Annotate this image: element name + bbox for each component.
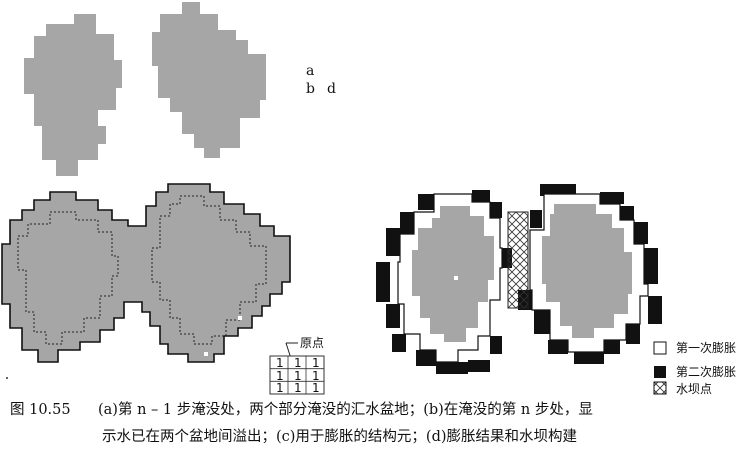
struct-cell: 1 bbox=[312, 356, 320, 370]
second-dilation-right bbox=[518, 184, 662, 364]
origin-label: 原点 bbox=[300, 336, 324, 350]
struct-cell: 1 bbox=[276, 369, 284, 383]
struct-cell: 1 bbox=[276, 356, 284, 370]
struct-grid-frame bbox=[269, 355, 325, 395]
panel-b-left-prior-boundary bbox=[17, 211, 119, 345]
struct-cell: 1 bbox=[312, 381, 320, 395]
panel-b-marker-2 bbox=[238, 316, 242, 320]
panel-label-d: d bbox=[327, 81, 336, 97]
struct-cell: 1 bbox=[294, 369, 302, 383]
panel-b bbox=[1, 183, 292, 363]
panel-b-right-prior-boundary bbox=[151, 195, 267, 345]
panel-a-left-basin bbox=[24, 14, 122, 176]
figure-number: 图 10.55 bbox=[10, 402, 71, 418]
basin-right bbox=[542, 204, 632, 338]
panel-a-right-basin bbox=[152, 2, 266, 158]
caption-line-2: 示水已在两个盆地间溢出；(c)用于膨胀的结构元；(d)膨胀结果和水坝构建 bbox=[102, 429, 578, 445]
panel-a bbox=[24, 2, 266, 176]
panel-label-b: b bbox=[306, 81, 315, 97]
struct-cell: 1 bbox=[312, 369, 320, 383]
panel-c-structuring-element: 原点 1 1 1 1 1 1 1 1 1 bbox=[269, 336, 325, 395]
panel-b-marker-3 bbox=[204, 352, 208, 356]
stray-dot bbox=[6, 377, 8, 379]
struct-cell: 1 bbox=[276, 381, 284, 395]
panel-label-a: a bbox=[306, 63, 314, 79]
legend-label-first-dilation: 第一次膨胀 bbox=[676, 341, 736, 355]
legend-swatch-dam-points bbox=[653, 381, 667, 395]
panel-b-flooded-region bbox=[1, 183, 291, 363]
basin-left bbox=[412, 206, 494, 342]
legend-swatch-first-dilation bbox=[653, 341, 667, 355]
caption-line-1: 图 10.55 (a)第 n – 1 步淹没处，两个部分淹没的汇水盆地；(b)在淹… bbox=[10, 397, 750, 423]
basin-left-marker bbox=[454, 276, 458, 280]
figure-10-55: a b d 原点 1 1 1 1 1 1 1 1 1 bbox=[1, 2, 736, 395]
struct-cell: 1 bbox=[294, 356, 302, 370]
legend-label-second-dilation: 第二次膨胀 bbox=[676, 365, 736, 379]
legend-label-dam-points: 水坝点 bbox=[676, 382, 712, 395]
dam-points bbox=[507, 211, 529, 309]
panel-b-marker-1 bbox=[288, 286, 292, 290]
legend-swatch-second-dilation bbox=[654, 366, 666, 378]
panel-d bbox=[376, 184, 662, 374]
caption-text-1: (a)第 n – 1 步淹没处，两个部分淹没的汇水盆地；(b)在淹没的第 n 步… bbox=[98, 402, 593, 418]
struct-cell: 1 bbox=[294, 381, 302, 395]
legend: 第一次膨胀 第二次膨胀 水坝点 bbox=[653, 341, 736, 395]
